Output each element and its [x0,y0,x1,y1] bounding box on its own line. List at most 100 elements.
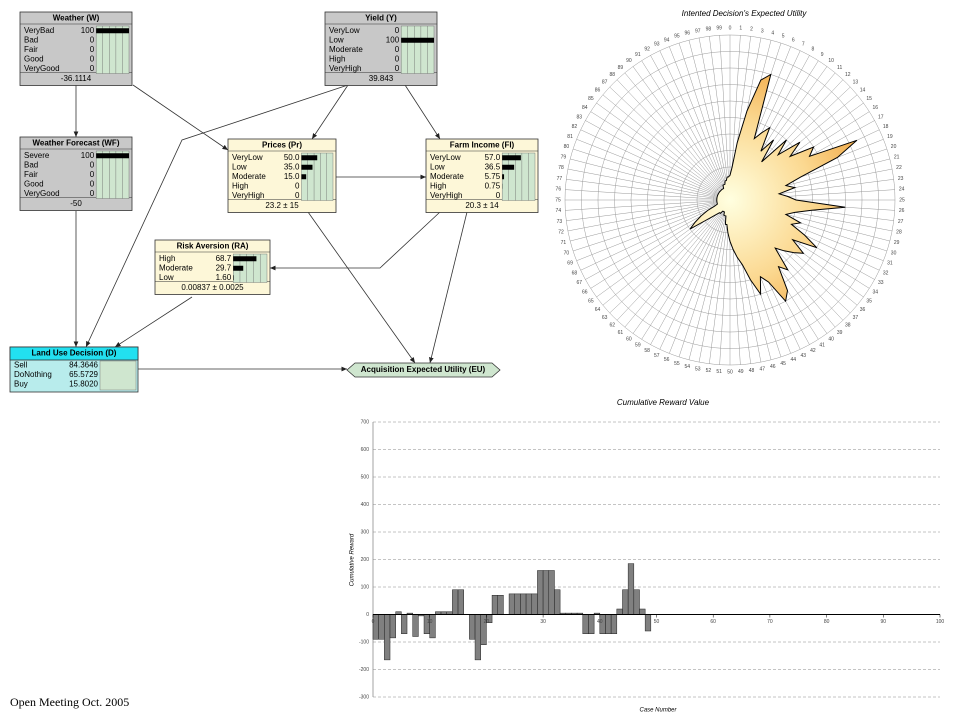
bar [469,614,476,640]
state-value: 100 [81,151,95,160]
category-label: 21 [894,155,900,161]
arc [429,211,468,364]
category-label: 0 [729,25,732,31]
state-value: 0 [295,181,300,190]
y-tick-label: -200 [359,667,369,673]
state-label: Bad [24,160,38,169]
y-tick-label: 500 [361,474,370,480]
radar-spoke [572,199,731,252]
category-label: 82 [572,124,578,130]
radar-spoke [698,37,731,201]
bar [497,595,504,615]
radar-spoke [570,199,731,242]
state-value: 0 [395,26,400,35]
category-label: 11 [837,65,842,71]
state-bar [233,275,234,281]
category-label: 64 [595,307,601,313]
bar [582,614,589,634]
state-label: Good [24,179,44,188]
state-value: 100 [386,35,400,44]
x-tick-label: 100 [936,619,945,625]
radar-spoke [567,168,731,201]
category-label: 55 [674,361,680,367]
category-label: 8 [811,47,814,53]
y-tick-label: 200 [361,557,370,563]
radar-spoke [585,120,731,201]
x-tick-label: 0 [372,619,375,625]
category-label: 71 [561,240,567,246]
category-label: 51 [716,369,722,375]
decision-value: 84.3646 [69,361,98,370]
category-label: 67 [576,280,582,286]
state-bar [502,155,521,161]
utility-node [346,362,501,378]
category-label: 25 [899,197,905,203]
category-label: 1 [739,26,742,32]
radar-spoke [566,179,731,201]
category-label: 29 [894,240,900,246]
state-bar [301,174,307,180]
arc [132,84,229,151]
radar-spoke [698,199,731,363]
radar-spoke [590,111,731,201]
category-label: 28 [896,230,902,236]
category-label: 54 [684,364,690,370]
state-label: Bad [24,35,38,44]
bar [622,589,629,615]
category-label: 92 [644,47,650,53]
state-value: 57.0 [485,153,501,162]
decision-state: DoNothing [14,370,52,379]
node-footer: 0.00837 ± 0.0025 [181,283,244,292]
radar-spoke [669,199,731,354]
category-label: 32 [883,271,889,277]
category-label: 7 [802,42,805,48]
radar-spoke [678,42,731,201]
state-label: Low [159,273,174,282]
bar-panel [95,25,130,74]
state-value: 0 [395,54,400,63]
x-tick-label: 30 [540,619,546,625]
category-label: 36 [860,307,866,313]
category-label: 60 [626,336,632,342]
bar [378,614,385,640]
state-label: High [430,181,446,190]
decision-state: Sell [14,361,28,370]
state-value: 0 [395,45,400,54]
state-label: Moderate [430,172,464,181]
category-label: 74 [556,208,562,214]
state-bar [301,164,313,170]
decision-panel [99,360,137,391]
category-label: 87 [602,80,608,86]
radar-spoke [624,199,731,328]
category-label: 73 [557,219,563,225]
category-label: 47 [759,366,765,372]
category-label: 62 [609,323,615,329]
node-footer: -50 [70,199,82,208]
bar [520,593,527,615]
bar [616,608,623,615]
node-footer: 23.2 ± 15 [265,201,299,210]
category-label: 97 [695,28,701,34]
category-label: 70 [564,250,570,256]
category-label: 84 [582,105,588,111]
radar-spoke [576,139,731,201]
category-label: 5 [782,34,785,40]
radar-spoke [596,102,731,201]
state-bar [401,37,434,43]
state-value: 0.75 [485,181,501,190]
category-label: 89 [618,65,624,71]
category-label: 42 [810,348,816,354]
state-label: VeryLow [232,153,263,162]
state-label: High [329,54,345,63]
category-label: 63 [602,315,608,321]
category-label: 56 [664,357,670,363]
bar [514,593,521,615]
bar [474,614,481,661]
state-value: 0 [90,35,95,44]
x-tick-label: 20 [484,619,490,625]
category-label: 40 [828,336,834,342]
category-label: 76 [556,187,562,193]
radar-spoke [709,36,731,201]
category-label: 46 [770,364,776,370]
